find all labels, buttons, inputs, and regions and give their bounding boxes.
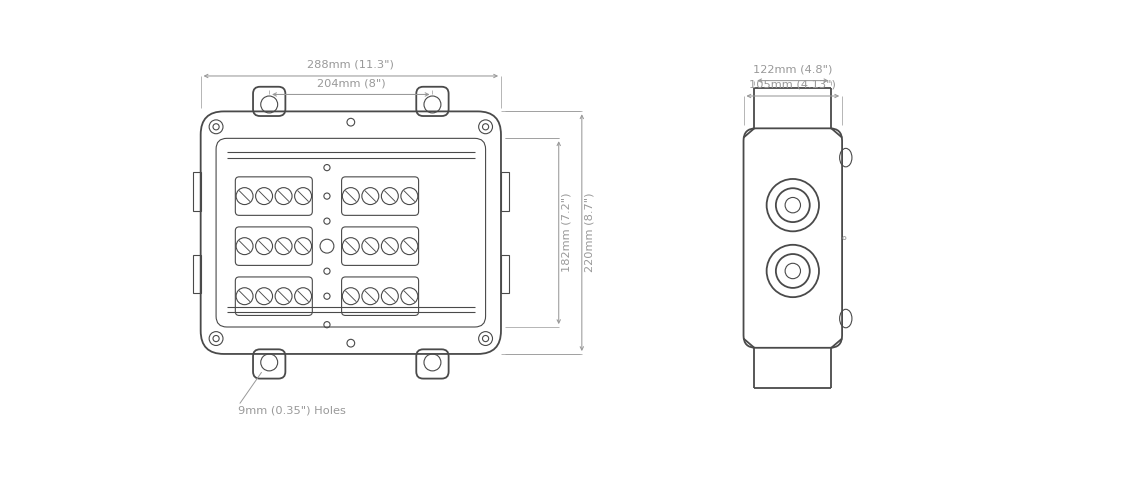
Text: 288mm (11.3"): 288mm (11.3") — [307, 60, 395, 70]
Text: 122mm (4.8"): 122mm (4.8") — [753, 64, 833, 74]
Bar — [501, 255, 509, 293]
Text: 204mm (8"): 204mm (8") — [316, 78, 386, 88]
Bar — [193, 255, 201, 293]
Text: 9mm (0.35") Holes: 9mm (0.35") Holes — [239, 405, 346, 416]
Bar — [501, 172, 509, 211]
Text: 220mm (8.7"): 220mm (8.7") — [585, 193, 595, 273]
Text: 182mm (7.2"): 182mm (7.2") — [562, 193, 572, 273]
Bar — [193, 172, 201, 211]
Text: 105mm (4.13"): 105mm (4.13") — [749, 80, 836, 90]
